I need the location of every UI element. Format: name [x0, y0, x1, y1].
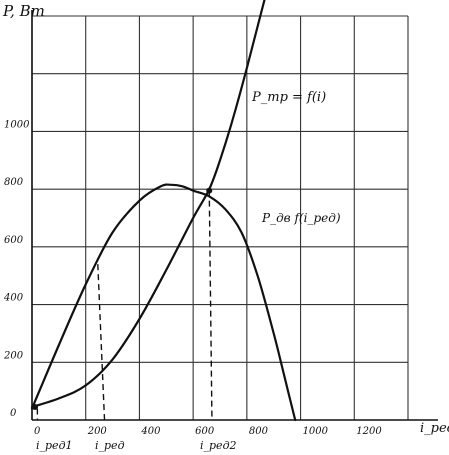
x-tick-label-1000: 1000 [303, 426, 329, 437]
y-axis-label: P, Вт [2, 2, 45, 20]
chart-axes [31, 10, 438, 421]
marker-label-i-red: i_ред [95, 439, 125, 452]
x-tick-label-800: 800 [249, 426, 269, 437]
y-tick-label-400: 400 [3, 293, 24, 304]
tick-labels: 0 200 400 600 800 1000 1200 0 200 400 600 800 1000 [3, 119, 382, 437]
x-tick-label-600: 600 [195, 426, 215, 437]
series-label-p-dv: P_дв f(i_ред) [261, 211, 341, 225]
series-line-p-dv [30, 183, 297, 422]
y-tick-label-800: 800 [4, 177, 24, 188]
chart-series [30, 0, 297, 422]
y-tick-label-200: 200 [3, 350, 24, 361]
x-tick-label-0: 0 [34, 426, 41, 437]
x-tick-label-200: 200 [87, 426, 108, 437]
marker-line-i-red [97, 264, 106, 421]
x-tick-label-400: 400 [140, 426, 161, 437]
y-tick-label-1000: 1000 [4, 119, 30, 130]
x-axis-label: i_ред [420, 421, 449, 436]
y-tick-label-0: 0 [10, 408, 17, 419]
marker-line-i-red2 [208, 190, 213, 421]
origin-point [32, 404, 38, 411]
marker-label-i-red2: i_ред2 [200, 439, 237, 452]
series-line-p-tr [30, 0, 266, 409]
x-tick-label-1200: 1200 [356, 426, 382, 437]
y-tick-label-600: 600 [4, 235, 24, 246]
series-label-p-tr: P_тр = f(i) [251, 90, 326, 105]
marker-label-i-red1: i_ред1 [36, 439, 73, 452]
marker-lines [36, 190, 213, 421]
chart-grid [31, 15, 409, 421]
